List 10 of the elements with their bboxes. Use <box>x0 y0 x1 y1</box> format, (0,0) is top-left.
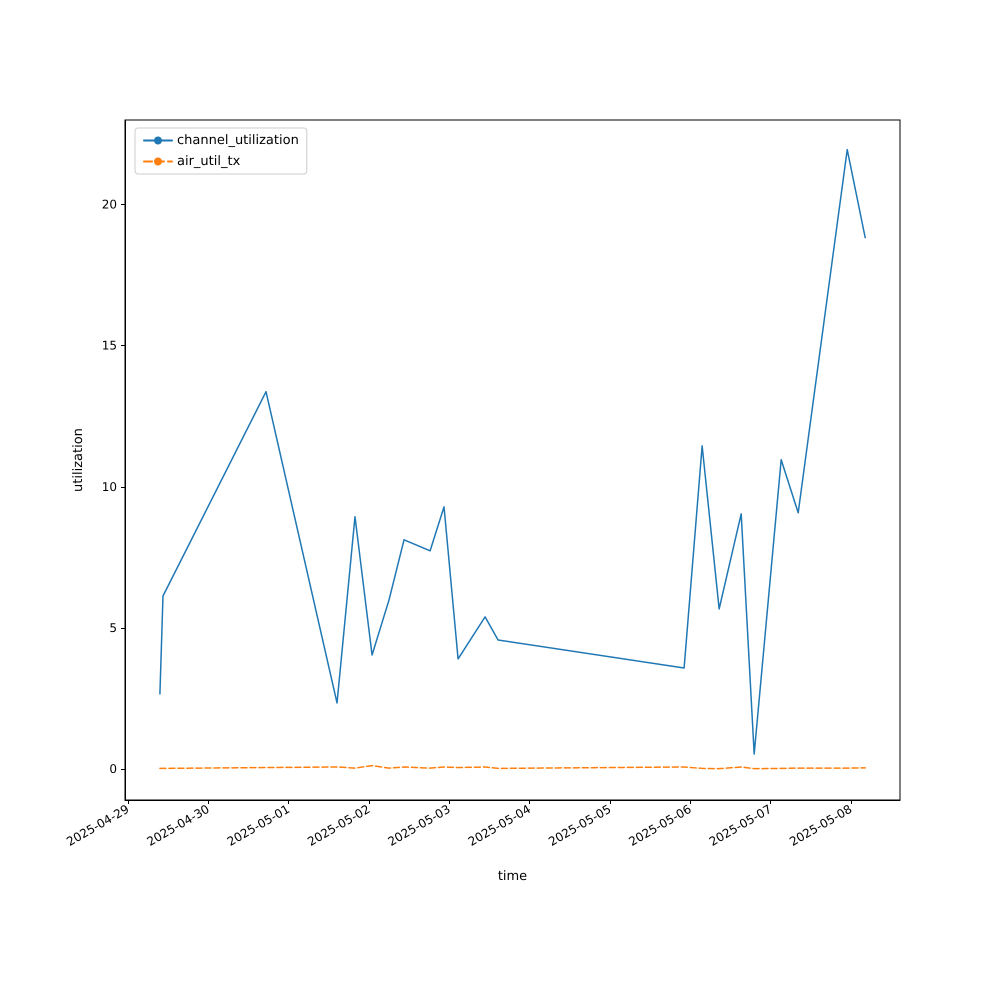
legend-label: air_util_tx <box>177 154 241 169</box>
y-tick-label: 0 <box>109 762 117 776</box>
legend-label: channel_utilization <box>177 133 299 148</box>
x-axis-title: time <box>498 869 528 884</box>
y-axis-title: utilization <box>71 428 86 492</box>
y-tick-label: 15 <box>102 338 117 353</box>
y-tick-label: 20 <box>102 198 117 212</box>
line-series <box>159 148 866 755</box>
y-tick-label: 10 <box>102 480 117 494</box>
y-tick-label: 5 <box>109 620 117 635</box>
